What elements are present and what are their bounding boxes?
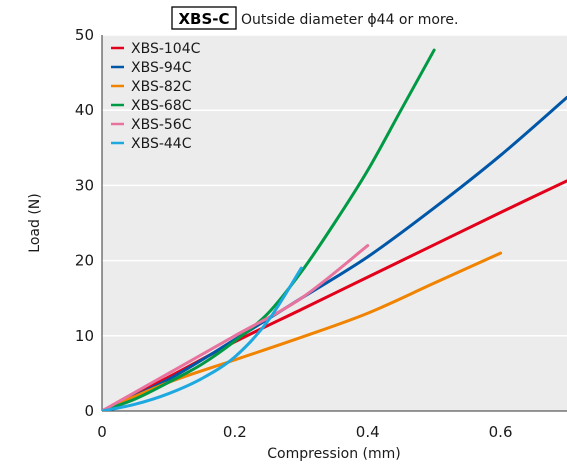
y-tick-label: 10 <box>75 327 94 345</box>
x-tick-label: 0 <box>97 423 107 441</box>
axes <box>101 35 567 412</box>
legend-label-xbs-56c: XBS-56C <box>131 117 192 133</box>
title-text: Outside diameter ϕ44 or more. <box>241 12 458 28</box>
legend-label-xbs-94c: XBS-94C <box>131 60 192 76</box>
y-tick-label: 50 <box>75 26 94 44</box>
y-tick-label: 0 <box>84 402 94 420</box>
y-tick-label: 40 <box>75 101 94 119</box>
y-tick-label: 30 <box>75 176 94 194</box>
gridlines <box>102 34 567 337</box>
y-tick-labels: 0 10 20 30 40 50 <box>75 26 94 420</box>
series-line-xbs-94c <box>102 95 567 411</box>
chart-title: XBS-C Outside diameter ϕ44 or more. <box>171 6 458 30</box>
x-axis-label: Compression (mm) <box>267 446 401 462</box>
series-lines <box>102 48 567 411</box>
x-tick-label: 0.2 <box>223 423 247 441</box>
series-line-xbs-56c <box>102 244 370 411</box>
legend: XBS-104C XBS-94C XBS-82C XBS-68C XBS-56C XBS-… <box>111 41 201 152</box>
y-axis-label: Load (N) <box>27 193 43 252</box>
x-tick-labels: 0 0.2 0.4 0.6 <box>97 423 512 441</box>
title-box-text: XBS-C <box>178 10 229 28</box>
y-tick-label: 20 <box>75 252 94 270</box>
legend-label-xbs-44c: XBS-44C <box>131 136 192 152</box>
legend-label-xbs-104c: XBS-104C <box>131 41 201 57</box>
legend-label-xbs-82c: XBS-82C <box>131 79 192 95</box>
x-tick-label: 0.4 <box>356 423 380 441</box>
series-line-xbs-104c <box>102 179 567 411</box>
x-tick-label: 0.6 <box>489 423 513 441</box>
series-line-xbs-68c <box>102 48 436 411</box>
series-line-xbs-44c <box>102 266 303 411</box>
legend-label-xbs-68c: XBS-68C <box>131 98 192 114</box>
title-box <box>171 6 237 30</box>
